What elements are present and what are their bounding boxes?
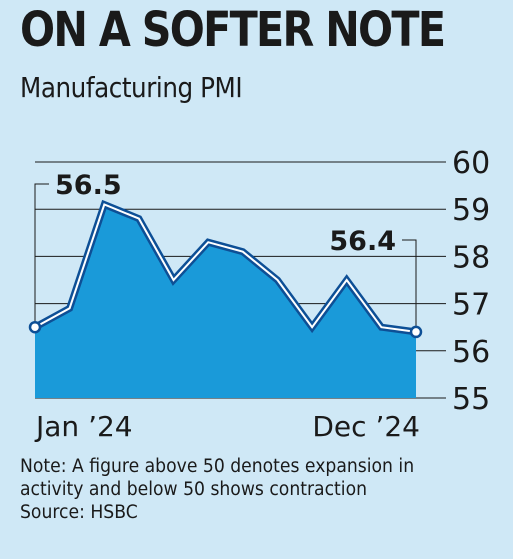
data-label-0: 56.5 [55, 170, 122, 201]
pmi-chart: 55 56 57 58 59 60 56.5 56.4 Jan ’24 Dec ’24 [28, 146, 490, 443]
y-tick-60: 60 [452, 146, 490, 181]
x-tick-labels: Jan ’24 Dec ’24 [34, 410, 420, 443]
note-line-2: activity and below 50 shows contraction [20, 479, 368, 500]
page-title: ON A SOFTER NOTE [20, 2, 446, 58]
y-tick-56: 56 [452, 335, 490, 370]
x-tick-first: Jan ’24 [34, 410, 133, 443]
annotation-leaders [34, 183, 417, 332]
chart-subtitle: Manufacturing PMI [20, 71, 243, 104]
pmi-line [34, 203, 417, 333]
leader-0 [34, 183, 49, 328]
chart-notes: Note: A figure above 50 denotes expansio… [20, 455, 414, 524]
y-tick-58: 58 [452, 240, 490, 275]
y-tick-55: 55 [452, 382, 490, 417]
y-tick-59: 59 [452, 193, 490, 228]
annotation-labels: 56.5 56.4 [55, 170, 396, 257]
note-line-1: Note: A figure above 50 denotes expansio… [20, 456, 415, 477]
data-label-11: 56.4 [329, 226, 396, 257]
data-point-0 [28, 320, 42, 334]
leader-11 [402, 239, 417, 332]
y-tick-labels: 55 56 57 58 59 60 [452, 146, 490, 417]
pmi-area [35, 204, 416, 398]
source-line: Source: HSBC [20, 502, 138, 523]
y-tick-57: 57 [452, 288, 490, 323]
x-tick-last: Dec ’24 [312, 410, 420, 443]
end-points [28, 320, 423, 339]
data-point-11 [409, 325, 423, 339]
